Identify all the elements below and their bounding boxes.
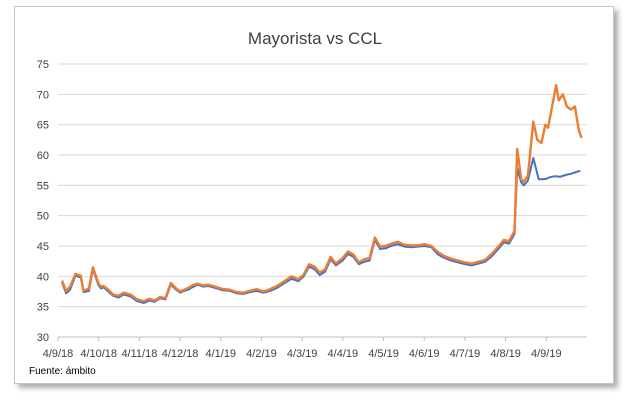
line-chart: Mayorista vs CCL 30 35 40 45 50 55 60 65 70 75 4/… [29,29,587,377]
series-line-2 [60,83,583,303]
x-tick-label: 4/2/19 [246,348,277,360]
y-tick-label: 65 [37,120,49,132]
x-tick-label: 4/9/19 [531,348,562,360]
chart-title: Mayorista vs CCL [248,29,382,48]
x-tick-label: 4/10/18 [80,348,117,360]
x-tick-label: 4/9/18 [43,348,74,360]
series-lines [60,83,583,304]
y-tick-label: 55 [37,180,49,192]
y-tick-label: 40 [37,271,49,283]
x-tick-label: 4/5/19 [368,348,399,360]
source-note: Fuente: ámbito [29,366,96,377]
x-tick-label: 4/4/19 [328,348,359,360]
x-tick-label: 4/6/19 [409,348,440,360]
x-tick-label: 4/8/19 [490,348,521,360]
series-line-1 [61,157,581,304]
chart-frame: Mayorista vs CCL 30 35 40 45 50 55 60 65 70 75 4/… [14,6,614,384]
y-tick-label: 45 [37,241,49,253]
x-tick-label: 4/12/18 [162,348,199,360]
y-tick-label: 75 [37,59,49,71]
y-tick-label: 30 [37,332,49,344]
y-axis-tick-labels: 30 35 40 45 50 55 60 65 70 75 [37,59,49,344]
y-tick-label: 35 [37,302,49,314]
y-tick-label: 50 [37,211,49,223]
x-tick-label: 4/7/19 [450,348,481,360]
y-tick-label: 60 [37,150,49,162]
x-axis-tick-labels: 4/9/18 4/10/18 4/11/18 4/12/18 4/1/19 4/2/19 4… [43,337,562,360]
x-tick-label: 4/1/19 [205,348,236,360]
x-tick-label: 4/11/18 [121,348,157,360]
gridlines [58,63,587,338]
x-tick-label: 4/3/19 [287,348,318,360]
y-tick-label: 70 [37,89,49,101]
